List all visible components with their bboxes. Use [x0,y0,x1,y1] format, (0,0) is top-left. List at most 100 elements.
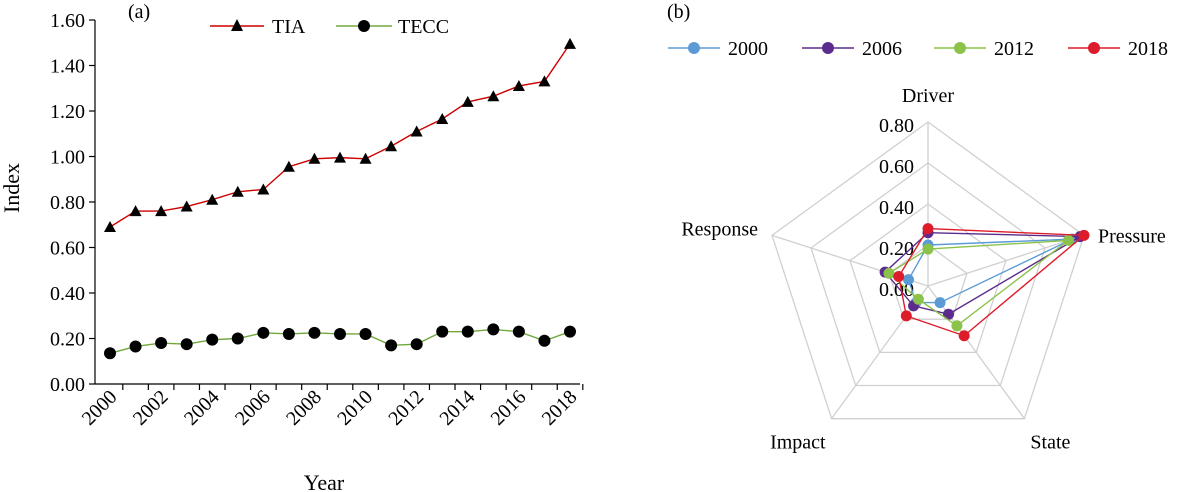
data-point-tia [436,112,449,124]
line-chart-panel: (a) TIA TECC 0.00 0.20 0.40 0.60 0.80 1.00 1.2… [0,1,584,492]
radar-series-2018 [898,227,1086,337]
radar-series-2000 [907,238,1073,304]
data-point-tecc [308,326,321,339]
data-point-tecc [385,339,398,352]
data-point-tia [104,221,116,233]
legend-marker-2012 [954,42,966,54]
data-point-tia [155,205,168,217]
data-point-tecc [436,325,449,338]
data-point-tia [385,140,398,152]
radar-point-2018 [1078,229,1090,241]
data-point-tia [512,79,525,91]
legend-marker-2000 [688,42,700,54]
radar-point-2000 [903,274,915,286]
y-tick-label: 1.60 [50,10,85,32]
x-tick-label: 2012 [384,386,428,430]
panel-label-b: (b) [667,1,690,23]
radial-tick-label: 0.20 [879,238,914,260]
data-point-tia [308,152,321,164]
y-axis-title: Index [0,163,24,213]
data-point-tia [257,183,270,195]
y-tick-label: 0.20 [50,329,85,351]
legend-label-2012: 2012 [994,38,1034,60]
data-point-tecc [231,332,244,345]
radar-grid-ring [849,203,1007,353]
data-point-tecc [334,327,346,340]
radar-point-2018 [922,223,934,235]
data-point-tecc [129,340,142,353]
data-point-tecc [155,337,168,350]
radar-axis-label-impact: Impact [770,432,826,454]
radar-point-2012 [912,293,924,305]
series-line-tia [109,43,571,228]
legend-marker-2018 [1088,42,1100,54]
data-point-tecc [180,338,193,351]
radar-spoke [927,234,1085,287]
data-point-tia [461,95,474,107]
x-tick-label: 2018 [538,386,582,430]
data-point-tecc [512,325,525,338]
data-point-tia [282,160,295,172]
x-tick-label: 2008 [282,386,326,430]
data-point-tia [206,193,219,205]
data-point-tecc [257,326,270,339]
data-point-tia [564,37,576,49]
legend-marker-tecc [358,20,370,32]
y-tick-label: 0.40 [50,283,85,305]
line-chart-legend: TIA TECC [210,16,449,38]
radar-point-2012 [951,320,963,332]
radar-series-2006 [884,231,1083,315]
radar-series-2012 [887,239,1071,327]
data-point-tecc [538,334,551,347]
y-tick-label: 0.60 [50,238,85,260]
data-point-tecc [461,325,474,338]
legend-marker-2006 [822,42,834,54]
data-point-tecc [564,325,576,338]
radial-tick-label: 0.80 [879,115,914,137]
radar-grid [771,121,1085,420]
x-tick-label: 2002 [129,386,173,430]
radar-point-2018 [900,310,912,322]
legend-marker-tia [231,19,243,31]
radar-spoke [927,285,1025,420]
x-tick-label: 2014 [435,386,479,430]
legend-label-2006: 2006 [862,38,902,60]
data-point-tia [334,151,346,163]
radar-axis-label-state: State [1030,432,1070,454]
radar-axis-label-response: Response [681,218,758,240]
legend-label-tia: TIA [272,16,306,38]
data-point-tia [538,75,551,87]
radar-grid-ring [810,162,1046,387]
radar-point-2012 [1062,234,1074,246]
panel-label-a: (a) [128,1,150,23]
y-tick-label: 1.20 [50,101,85,123]
data-point-tia [231,185,244,197]
data-point-tia [410,125,423,137]
data-point-tia [487,90,500,102]
radar-point-2012 [922,243,934,255]
x-tick-label: 2016 [487,386,531,430]
data-point-tecc [487,323,500,336]
radar-axis-label-driver: Driver [902,85,955,107]
data-point-tia [359,152,372,164]
radial-tick-label: 0.60 [879,156,914,178]
x-tick-label: 2004 [180,386,224,430]
data-point-tecc [282,327,295,340]
radar-grid-ring [771,121,1085,420]
data-point-tecc [104,347,116,360]
radar-chart-panel: (b) 2000 2006 2012 2018 0.000.200.400.600.8… [667,1,1168,454]
data-point-tia [180,200,193,212]
y-tick-label: 1.40 [50,56,85,78]
y-tick-label: 0.80 [50,192,85,214]
radar-point-2006 [942,308,954,320]
y-tick-label: 0.00 [50,374,85,396]
data-point-tecc [359,327,372,340]
x-axis-title: Year [304,470,345,492]
legend-label-2018: 2018 [1128,38,1168,60]
x-tick-label: 2006 [231,386,275,430]
radar-point-2012 [883,267,895,279]
data-point-tecc [206,333,219,346]
data-point-tia [129,205,142,217]
radar-point-2018 [893,270,905,282]
